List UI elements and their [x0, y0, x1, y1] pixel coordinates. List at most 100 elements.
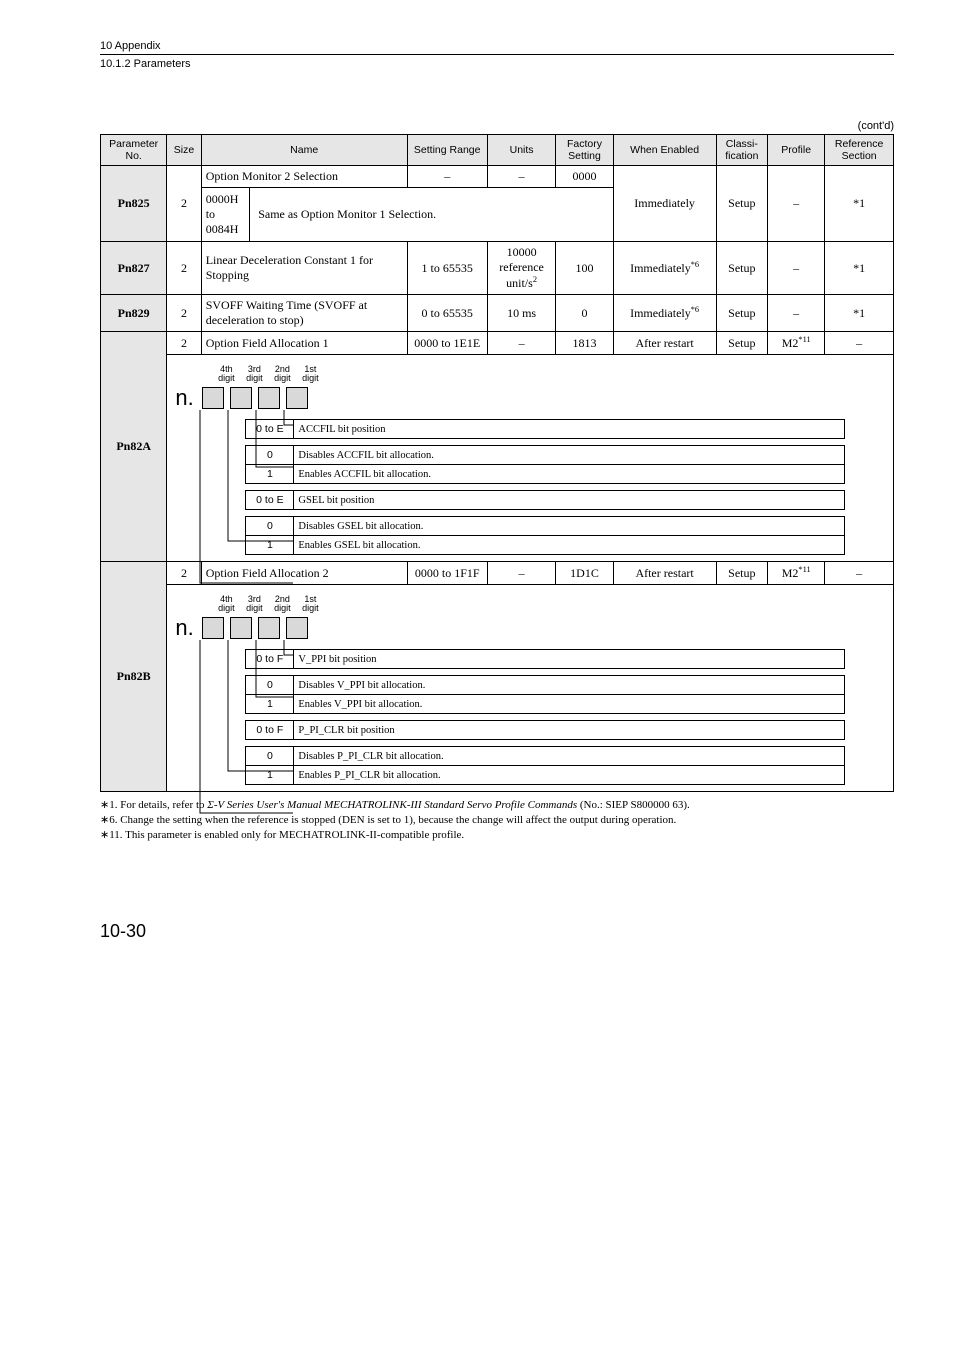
col-setting: Setting Range: [407, 135, 487, 166]
pn82b-diagram-cell: 4th digit 3rd digit 2nd digit 1st digit …: [167, 585, 894, 792]
pn825-ref: *1: [825, 166, 894, 242]
digit-box-4b: [202, 617, 224, 639]
pn829-ref: *1: [825, 295, 894, 332]
digit-box-3b: [230, 617, 252, 639]
pn825-units: –: [487, 166, 556, 188]
col-size: Size: [167, 135, 201, 166]
pn82b-units: –: [487, 562, 556, 585]
row-pn825-top: Pn825 2 Option Monitor 2 Selection – – 0…: [101, 166, 894, 188]
row-pn829: Pn829 2 SVOFF Waiting Time (SVOFF at dec…: [101, 295, 894, 332]
row-pn82a-top: Pn82A 2 Option Field Allocation 1 0000 t…: [101, 332, 894, 355]
col-classi: Classi-fication: [716, 135, 767, 166]
pn827-when: Immediately*6: [613, 242, 716, 295]
col-units: Units: [487, 135, 556, 166]
page-number: 10-30: [100, 921, 894, 942]
digit-box-4: [202, 387, 224, 409]
pn829-size: 2: [167, 295, 201, 332]
pn825-size: 2: [167, 166, 201, 242]
n-row-b: n.: [175, 615, 885, 641]
pn82a-table1-body: 0Disables ACCFIL bit allocation. 1Enable…: [245, 445, 845, 484]
pn829-units: 10 ms: [487, 295, 556, 332]
pn825-profile: –: [768, 166, 825, 242]
col-name: Name: [201, 135, 407, 166]
pn827-classi: Setup: [716, 242, 767, 295]
pn829-classi: Setup: [716, 295, 767, 332]
footnote-6: ∗6. Change the setting when the referenc…: [100, 813, 894, 826]
pn827-units: 10000 reference unit/s2: [487, 242, 556, 295]
pn829-param: Pn829: [101, 295, 167, 332]
digit-box-1: [286, 387, 308, 409]
pn825-name: Option Monitor 2 Selection: [201, 166, 407, 188]
pn82a-classi: Setup: [716, 332, 767, 355]
col-param: Parameter No.: [101, 135, 167, 166]
footnotes: ∗1. For details, refer to Σ-V Series Use…: [100, 798, 894, 841]
continued-label: (cont'd): [100, 120, 894, 132]
pn827-param: Pn827: [101, 242, 167, 295]
pn82b-when: After restart: [613, 562, 716, 585]
pn82a-profile: M2*11: [768, 332, 825, 355]
header-rule: [100, 54, 894, 55]
header-row: Parameter No. Size Name Setting Range Un…: [101, 135, 894, 166]
col-factory: Factory Setting: [556, 135, 613, 166]
pn82b-table1-body: 0Disables V_PPI bit allocation. 1Enables…: [245, 675, 845, 714]
col-ref: Reference Section: [825, 135, 894, 166]
pn82b-factory: 1D1C: [556, 562, 613, 585]
pn82b-table2-header: 0 to FP_PI_CLR bit position: [245, 720, 845, 740]
section-label: 10.1.2 Parameters: [100, 58, 894, 70]
pn827-profile: –: [768, 242, 825, 295]
pn82b-size: 2: [167, 562, 201, 585]
digit-box-2b: [258, 617, 280, 639]
pn829-when: Immediately*6: [613, 295, 716, 332]
pn82a-size: 2: [167, 332, 201, 355]
digit-box-2: [258, 387, 280, 409]
pn82b-table2-body: 0Disables P_PI_CLR bit allocation. 1Enab…: [245, 746, 845, 785]
chapter-label: 10 Appendix: [100, 40, 894, 52]
parameters-table: Parameter No. Size Name Setting Range Un…: [100, 134, 894, 792]
pn82b-setting: 0000 to 1F1F: [407, 562, 487, 585]
row-pn82b-top: Pn82B 2 Option Field Allocation 2 0000 t…: [101, 562, 894, 585]
pn82b-table1-header: 0 to FV_PPI bit position: [245, 649, 845, 669]
digit-labels: 4th digit 3rd digit 2nd digit 1st digit: [215, 365, 885, 383]
pn829-name: SVOFF Waiting Time (SVOFF at deceleratio…: [201, 295, 407, 332]
pn82a-diagram-cell: 4th digit 3rd digit 2nd digit 1st digit …: [167, 355, 894, 562]
pn827-name: Linear Deceleration Constant 1 for Stopp…: [201, 242, 407, 295]
pn829-factory: 0: [556, 295, 613, 332]
pn82a-ref: –: [825, 332, 894, 355]
pn82a-setting: 0000 to 1E1E: [407, 332, 487, 355]
pn82b-classi: Setup: [716, 562, 767, 585]
digit-box-1b: [286, 617, 308, 639]
row-pn82b-diagram: 4th digit 3rd digit 2nd digit 1st digit …: [101, 585, 894, 792]
pn827-setting: 1 to 65535: [407, 242, 487, 295]
pn829-setting: 0 to 65535: [407, 295, 487, 332]
col-profile: Profile: [768, 135, 825, 166]
pn827-ref: *1: [825, 242, 894, 295]
footnote-11: ∗11. This parameter is enabled only for …: [100, 828, 894, 841]
pn82a-name: Option Field Allocation 1: [201, 332, 407, 355]
pn82a-units: –: [487, 332, 556, 355]
footnote-1: ∗1. For details, refer to Σ-V Series Use…: [100, 798, 894, 811]
page-header: 10 Appendix 10.1.2 Parameters: [100, 40, 894, 70]
row-pn82a-diagram: 4th digit 3rd digit 2nd digit 1st digit …: [101, 355, 894, 562]
row-pn827: Pn827 2 Linear Deceleration Constant 1 f…: [101, 242, 894, 295]
pn82a-table2-header: 0 to EGSEL bit position: [245, 490, 845, 510]
pn825-detail: 0000H to 0084H Same as Option Monitor 1 …: [201, 188, 613, 242]
digit-box-3: [230, 387, 252, 409]
pn825-factory: 0000: [556, 166, 613, 188]
pn82a-table1-header: 0 to EACCFIL bit position: [245, 419, 845, 439]
pn825-when: Immediately: [613, 166, 716, 242]
pn82b-name: Option Field Allocation 2: [201, 562, 407, 585]
pn827-size: 2: [167, 242, 201, 295]
pn825-setting: –: [407, 166, 487, 188]
pn825-param: Pn825: [101, 166, 167, 242]
n-row: n.: [175, 385, 885, 411]
pn827-factory: 100: [556, 242, 613, 295]
pn825-range: 0000H to 0084H: [202, 188, 250, 241]
pn82a-factory: 1813: [556, 332, 613, 355]
pn825-sameas: Same as Option Monitor 1 Selection.: [250, 188, 613, 241]
digit-labels-b: 4th digit 3rd digit 2nd digit 1st digit: [215, 595, 885, 613]
pn82a-when: After restart: [613, 332, 716, 355]
pn82b-param: Pn82B: [101, 562, 167, 792]
pn82b-ref: –: [825, 562, 894, 585]
pn82b-profile: M2*11: [768, 562, 825, 585]
pn829-profile: –: [768, 295, 825, 332]
